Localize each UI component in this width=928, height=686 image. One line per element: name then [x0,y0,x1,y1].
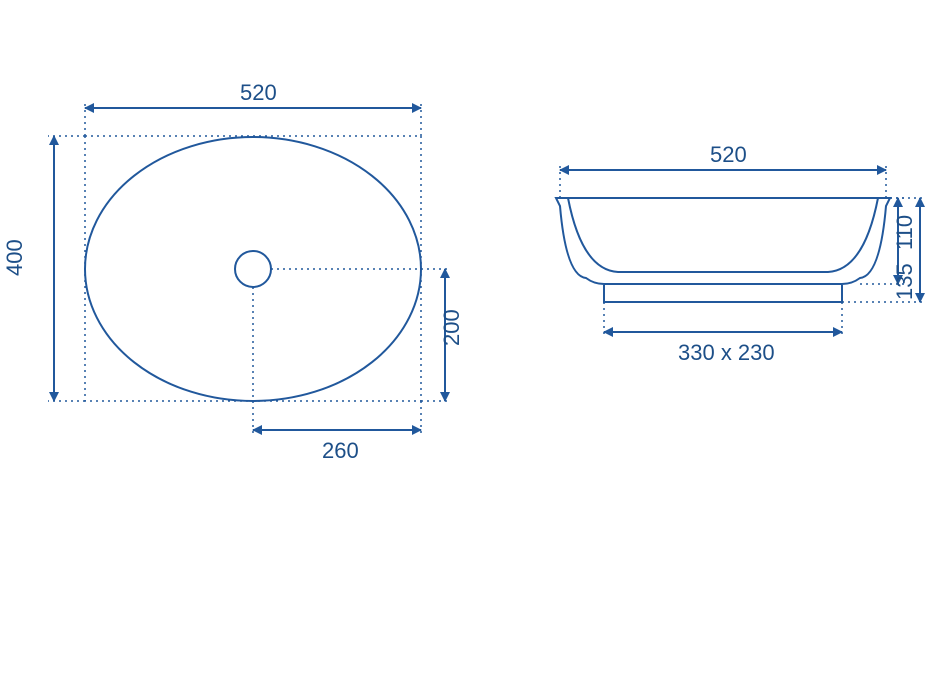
basin-ellipse [85,137,421,401]
top_view.dims.half_width.value: 260 [322,438,359,463]
top_view.dims.half_height.value: 200 [439,309,464,346]
side_view.dims.total_h.value: 135 [892,263,917,300]
side-outer-profile [556,198,890,302]
side_view.dims.depth.value: 110 [892,215,917,250]
side_view.dims.foot.value: 330 x 230 [678,340,775,365]
drain-circle [235,251,271,287]
side-inner-profile [568,198,878,272]
side_view.dims.width.value: 520 [710,142,747,167]
top_view.dims.width.value: 520 [240,80,277,105]
top_view.dims.height.value: 400 [2,239,27,276]
